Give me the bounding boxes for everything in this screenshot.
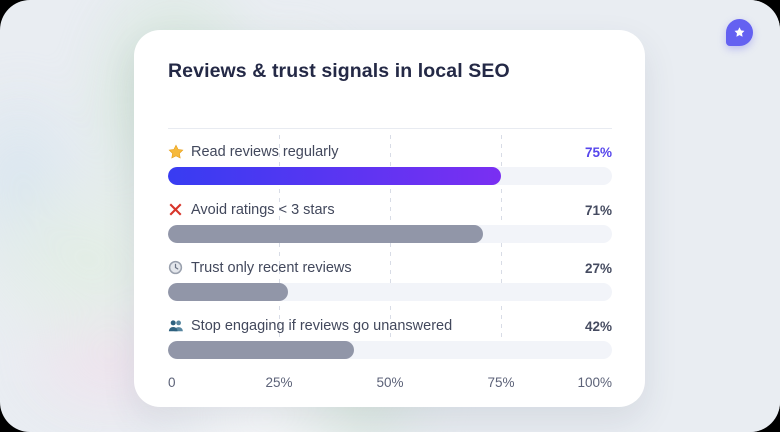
bar-value: 42% (584, 318, 612, 334)
chart-row: Trust only recent reviews 27% (168, 258, 612, 301)
chart-card: Reviews & trust signals in local SEO Rea… (134, 30, 645, 407)
chart-row: Stop engaging if reviews go unanswered 4… (168, 316, 612, 359)
bar-value: 75% (584, 144, 612, 160)
bar-fill (168, 341, 355, 359)
bar-value: 71% (584, 202, 612, 218)
chart-title: Reviews & trust signals in local SEO (168, 60, 510, 82)
bar-track (168, 341, 612, 359)
bar-track (168, 283, 612, 301)
x-tick: 25% (265, 375, 293, 390)
bar-label: Trust only recent reviews (191, 260, 352, 276)
bar-fill (168, 167, 501, 185)
divider (168, 128, 612, 129)
x-tick: 0 (168, 375, 176, 390)
clock-icon (168, 260, 184, 276)
bar-fill (168, 283, 288, 301)
chart-row: Read reviews regularly 75% (168, 142, 612, 185)
bar-value: 27% (584, 260, 612, 276)
x-axis: 0 25% 50% 75% 100% (168, 375, 612, 393)
x-tick: 100% (577, 375, 612, 390)
star-badge-button[interactable] (726, 19, 753, 46)
bar-track (168, 167, 612, 185)
star-badge-icon (733, 26, 746, 39)
bar-label: Avoid ratings < 3 stars (191, 202, 335, 218)
chart-row: Avoid ratings < 3 stars 71% (168, 200, 612, 243)
cross-icon (168, 202, 184, 218)
people-icon (168, 318, 184, 334)
bar-fill (168, 225, 484, 243)
bar-chart: Read reviews regularly 75% Avoid ratings… (168, 135, 612, 393)
x-tick: 50% (376, 375, 404, 390)
bar-label: Read reviews regularly (191, 144, 339, 160)
bar-label: Stop engaging if reviews go unanswered (191, 318, 453, 334)
x-tick: 75% (487, 375, 515, 390)
star-icon (168, 144, 184, 160)
bar-track (168, 225, 612, 243)
